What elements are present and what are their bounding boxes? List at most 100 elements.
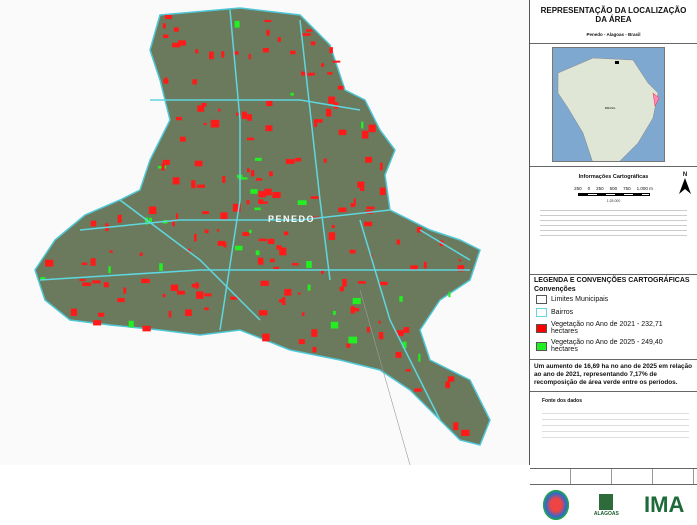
vegetation-2021-patch bbox=[177, 40, 186, 46]
vegetation-2021-patch bbox=[305, 29, 313, 32]
vegetation-2021-patch bbox=[163, 34, 169, 38]
vegetation-2021-patch bbox=[139, 252, 143, 257]
vegetation-2021-patch bbox=[187, 248, 191, 254]
vegetation-2021-patch bbox=[81, 262, 88, 266]
vegetation-2021-patch bbox=[196, 184, 205, 188]
vegetation-2021-patch bbox=[236, 112, 241, 116]
vegetation-2021-patch bbox=[162, 23, 166, 29]
vegetation-2021-patch bbox=[232, 203, 241, 212]
scale-tick: 250 bbox=[574, 186, 582, 191]
vegetation-2021-patch bbox=[447, 376, 455, 382]
legend-label: Bairros bbox=[551, 309, 574, 316]
vegetation-2021-patch bbox=[364, 221, 373, 227]
vegetation-2021-patch bbox=[351, 308, 360, 312]
vegetation-2021-patch bbox=[255, 178, 263, 181]
vegetation-2025-patch bbox=[306, 261, 312, 268]
vegetation-2021-patch bbox=[323, 158, 327, 163]
vegetation-2021-patch bbox=[217, 240, 226, 246]
vegetation-2025-patch bbox=[348, 336, 358, 344]
vegetation-2021-patch bbox=[445, 381, 450, 389]
map-subtitle: Penedo - Alagoas - Brasil bbox=[586, 32, 641, 37]
vegetation-2021-patch bbox=[423, 261, 427, 269]
vegetation-2025-patch bbox=[250, 189, 258, 194]
vegetation-2021-patch bbox=[123, 287, 127, 294]
vegetation-2021-patch bbox=[365, 156, 373, 163]
ima-logo: IMA bbox=[644, 492, 685, 517]
vegetation-2021-patch bbox=[142, 325, 151, 332]
sources-title: Fonte dos dados bbox=[542, 398, 582, 404]
vegetation-2021-patch bbox=[276, 245, 282, 250]
vegetation-2021-patch bbox=[405, 369, 411, 372]
vegetation-2021-patch bbox=[98, 312, 105, 317]
place-label: PENEDO bbox=[268, 214, 315, 224]
vegetation-2021-patch bbox=[184, 309, 192, 317]
scale-tick: 1.000 m bbox=[636, 186, 653, 191]
vegetation-2021-patch bbox=[328, 232, 336, 240]
vegetation-2021-patch bbox=[148, 206, 157, 215]
vegetation-2025-patch bbox=[307, 284, 311, 291]
vegetation-2021-patch bbox=[414, 388, 422, 392]
vegetation-2025-patch bbox=[40, 277, 46, 280]
map-area[interactable]: PENEDO bbox=[0, 0, 530, 466]
vegetation-2021-patch bbox=[117, 298, 125, 303]
legend-item: Bairros bbox=[530, 306, 697, 319]
vegetation-2021-patch bbox=[301, 33, 311, 36]
vegetation-2021-patch bbox=[458, 259, 462, 262]
vegetation-2025-patch bbox=[255, 250, 260, 256]
vegetation-2021-patch bbox=[264, 19, 272, 23]
vegetation-2021-patch bbox=[292, 262, 299, 266]
vegetation-2021-patch bbox=[172, 177, 180, 185]
vegetation-2021-patch bbox=[246, 168, 250, 173]
legend-item: Vegetação no Ano de 2025 - 249,40 hectar… bbox=[530, 337, 697, 355]
vegetation-2025-patch bbox=[418, 353, 421, 362]
legend-label: Vegetação no Ano de 2025 - 249,40 hectar… bbox=[550, 339, 663, 353]
vegetation-2021-patch bbox=[350, 203, 355, 208]
vegetation-2021-patch bbox=[70, 308, 77, 316]
vegetation-2021-patch bbox=[313, 121, 318, 127]
vegetation-2025-patch bbox=[332, 310, 336, 315]
vegetation-2021-patch bbox=[266, 99, 273, 107]
vegetation-2021-patch bbox=[379, 187, 386, 195]
vegetation-2021-patch bbox=[176, 213, 179, 220]
vegetation-2021-patch bbox=[193, 234, 197, 242]
vegetation-2021-patch bbox=[366, 206, 375, 210]
vegetation-2021-patch bbox=[328, 96, 336, 104]
vegetation-2021-patch bbox=[266, 29, 270, 36]
vegetation-2021-patch bbox=[258, 199, 264, 204]
vegetation-2021-patch bbox=[331, 224, 335, 229]
vegetation-2025-patch bbox=[159, 263, 163, 271]
vegetation-2021-patch bbox=[230, 296, 239, 300]
vegetation-2021-patch bbox=[453, 422, 459, 431]
vegetation-2025-patch bbox=[128, 320, 134, 328]
scale-labels: 250 0 250 500 750 1.000 m bbox=[530, 186, 697, 191]
vegetation-2021-patch bbox=[260, 280, 269, 286]
vegetation-2021-patch bbox=[290, 50, 296, 55]
vegetation-2025-patch bbox=[402, 341, 407, 349]
vegetation-2021-patch bbox=[168, 310, 172, 318]
vegetation-2021-patch bbox=[327, 72, 333, 75]
carto-title: Informações Cartográficas bbox=[578, 174, 649, 180]
vegetation-2021-patch bbox=[396, 330, 404, 337]
vegetation-2021-patch bbox=[195, 49, 199, 54]
vegetation-2021-patch bbox=[265, 125, 273, 132]
vegetation-2021-patch bbox=[339, 286, 344, 292]
vegetation-2021-patch bbox=[260, 201, 269, 204]
vegetation-2021-patch bbox=[270, 258, 275, 263]
scale-tick: 250 bbox=[596, 186, 604, 191]
vegetation-2021-patch bbox=[366, 326, 370, 333]
river-line bbox=[359, 289, 411, 466]
vegetation-2021-patch bbox=[201, 102, 207, 107]
vegetation-2021-patch bbox=[246, 137, 255, 141]
vegetation-2021-patch bbox=[346, 343, 351, 348]
vegetation-2021-patch bbox=[378, 281, 388, 286]
vegetation-2021-patch bbox=[141, 278, 150, 284]
area-change-note: Um aumento de 16,69 ha no ano de 2025 em… bbox=[534, 363, 693, 386]
vegetation-2021-patch bbox=[353, 198, 356, 206]
vegetation-2021-patch bbox=[109, 250, 113, 253]
vegetation-2025-patch bbox=[238, 177, 248, 180]
vegetation-2021-patch bbox=[329, 47, 333, 54]
legend-item: Limites Municipais bbox=[530, 293, 697, 306]
vegetation-2025-patch bbox=[254, 207, 261, 211]
legend-swatch bbox=[536, 295, 547, 304]
vegetation-2021-patch bbox=[192, 79, 197, 85]
